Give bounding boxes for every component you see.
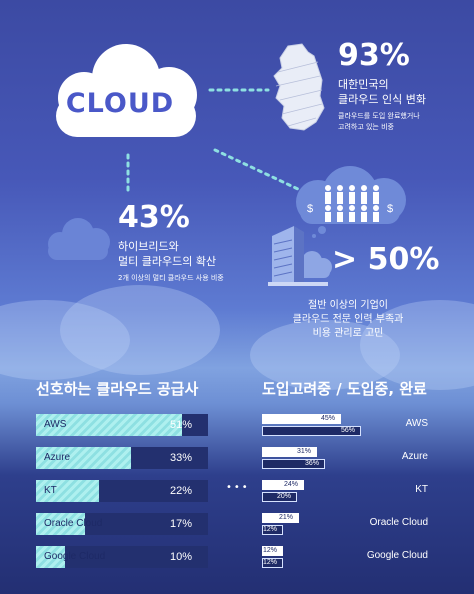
company-stat-line-1: 절반 이상의 기업이 [308,300,388,311]
provider-value-label: 33% [169,452,192,464]
provider-bar-row: Azure 33% [36,447,208,469]
provider-value-label: 22% [169,485,192,497]
adoption-row: 31% 36% Azure [262,447,438,475]
provider-bar-row: Oracle Cloud 17% [36,513,208,535]
provider-bar [36,513,85,535]
svg-text:$: $ [387,203,393,215]
provider-bar-row: AWS 51% [36,414,208,436]
background-cloud [0,300,130,380]
considering-bar [262,546,283,556]
adopted-bar [262,558,283,568]
provider-value-label: 17% [169,518,192,530]
considering-bar [262,414,341,424]
considering-value-label: 21% [279,514,294,521]
adoption-provider-name: AWS [405,418,428,429]
cloud-icon [56,44,197,137]
building-icon [268,226,328,286]
separator-dots: ••• [226,482,250,493]
provider-bar-row: KT 22% [36,480,208,502]
company-stat-line-2: 클라우드 전문 인력 부족과 [292,314,404,325]
adoption-provider-name: Oracle Cloud [369,517,428,528]
provider-bar [36,480,99,502]
adopted-value-label: 56% [341,427,356,434]
provider-bar [36,447,131,469]
small-cloud-icon [48,218,110,260]
adoption-row: 45% 56% AWS [262,414,438,442]
adoption-row: 12% 12% Google Cloud [262,546,438,574]
adopted-bar [262,492,297,502]
hybrid-stat-desc: 2개 이상의 멀티 클라우드 사용 비중 [118,274,224,282]
considering-value-label: 12% [263,547,278,554]
company-stat-line-3: 비용 관리로 고민 [312,328,384,339]
provider-name: KT [44,485,57,496]
korea-stat-value: 93% [338,38,410,73]
adoption-provider-name: Google Cloud [366,550,428,561]
adopted-bar [262,459,325,469]
left-section-title: 선호하는 클라우드 공급사 [36,380,199,398]
korea-stat-desc-2: 고려하고 있는 비중 [338,123,394,131]
considering-bar [262,447,317,457]
adoption-row: 21% 12% Oracle Cloud [262,513,438,541]
provider-bar [36,414,182,436]
hybrid-stat-value: 43% [118,200,190,235]
provider-bar-row: Google Cloud 10% [36,546,208,568]
adopted-value-label: 20% [277,493,292,500]
considering-value-label: 45% [321,415,336,422]
right-section-title: 도입고려중 / 도입중, 완료 [262,380,427,398]
company-stat-value: > 50% [332,242,440,277]
background-cloud [60,285,220,375]
adopted-value-label: 12% [263,526,278,533]
adopted-bar [262,426,361,436]
considering-bar [262,513,299,523]
korea-stat-desc-1: 클라우드를 도입 완료했거나 [338,112,420,120]
cloud-label: CLOUD [65,88,175,119]
adopted-value-label: 12% [263,559,278,566]
korea-map-icon [273,43,325,131]
korea-stat-title-1: 대한민국의 [338,78,389,91]
provider-name: Google Cloud [44,551,106,562]
considering-bar [262,480,304,490]
adoption-provider-name: Azure [401,451,428,462]
hybrid-stat-title-2: 멀티 클라우드의 확산 [118,255,217,268]
hybrid-stat-title-1: 하이브리드와 [118,240,179,253]
svg-text:$: $ [307,203,313,215]
adopted-value-label: 36% [305,460,320,467]
provider-value-label: 10% [169,551,192,563]
adoption-provider-name: KT [415,484,428,495]
provider-name: Azure [44,452,71,463]
provider-name: AWS [44,419,67,430]
considering-value-label: 31% [297,448,312,455]
adopted-bar [262,525,283,535]
adoption-row: 24% 20% KT [262,480,438,508]
provider-name: Oracle Cloud [44,518,103,529]
considering-value-label: 24% [284,481,299,488]
provider-bar [36,546,65,568]
background-cloud [250,320,400,390]
people-thought-bubble-icon: $ $ [296,166,406,238]
provider-value-label: 51% [169,419,192,431]
korea-stat-title-2: 클라우드 인식 변화 [338,93,426,106]
